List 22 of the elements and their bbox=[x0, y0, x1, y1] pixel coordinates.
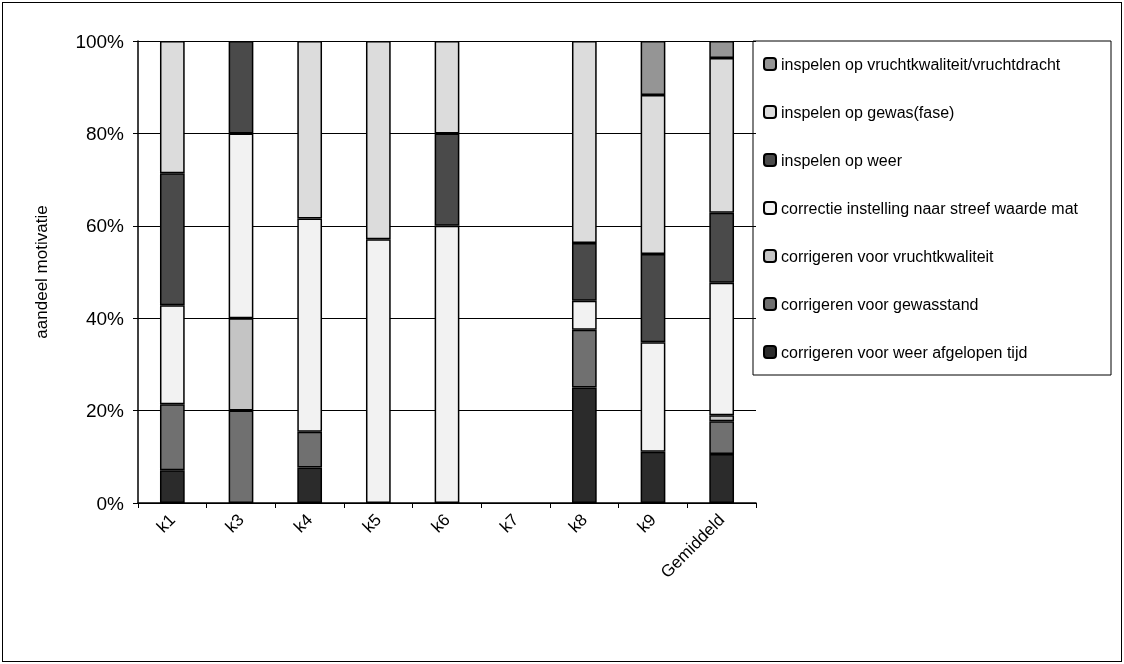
legend-label: inspelen op gewas(fase) bbox=[781, 103, 955, 121]
y-tick-label: 20% bbox=[85, 400, 125, 422]
legend-label: inspelen op weer bbox=[781, 151, 903, 169]
legend-label: corrigeren voor weer afgelopen tijd bbox=[781, 343, 1028, 361]
x-tick-label: k4 bbox=[290, 510, 317, 537]
x-tick-label: k6 bbox=[427, 510, 454, 537]
y-tick-label: 100% bbox=[75, 30, 125, 52]
x-tick-label: k3 bbox=[221, 510, 248, 537]
y-tick-label: 60% bbox=[85, 215, 125, 237]
legend-label: correctie instelling naar streef waarde mat bbox=[781, 199, 1079, 217]
y-tick-label: 40% bbox=[85, 307, 125, 329]
legend-label: corrigeren voor gewasstand bbox=[781, 295, 979, 313]
y-tick-label: 0% bbox=[96, 492, 125, 514]
x-tick-label: k9 bbox=[633, 510, 660, 537]
legend-label: inspelen op vruchtkwaliteit/vruchtdracht bbox=[781, 55, 1061, 73]
y-axis-title: aandeel motivatie bbox=[32, 205, 51, 339]
x-tick-label: k7 bbox=[496, 510, 523, 537]
x-tick-label: k5 bbox=[358, 510, 386, 537]
legend-label: corrigeren voor vruchtkwaliteit bbox=[781, 247, 995, 265]
y-tick-label: 80% bbox=[85, 122, 125, 144]
x-tick-label: k1 bbox=[152, 510, 180, 537]
x-tick-label: k8 bbox=[564, 510, 592, 537]
